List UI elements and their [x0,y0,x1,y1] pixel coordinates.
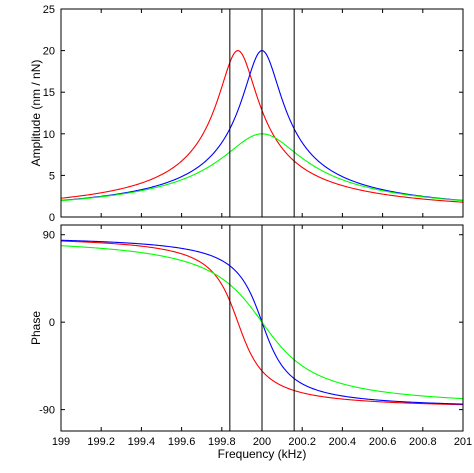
amplitude-ytick-label: 20 [43,46,55,58]
phase-xtick-label: 199.4 [128,436,156,448]
amplitude-ytick-label: 25 [43,4,55,16]
phase-ytick-label: 0 [49,317,55,329]
phase-xtick-label: 200.4 [329,436,357,448]
phase-xlabel: Frequency (kHz) [218,447,307,461]
amplitude-ytick-label: 15 [43,87,55,99]
amplitude-panel: 0 5 10 15 20 25 Amplitude (nm / nN) [29,4,464,224]
phase-xtick-label: 201 [454,436,472,448]
phase-ytick-label: -90 [39,405,55,417]
phase-xtick-label: 200.2 [288,436,316,448]
phase-xtick-label: 200 [253,436,271,448]
amplitude-ytick-label: 10 [43,129,55,141]
phase-xtick-label: 200.6 [369,436,397,448]
amplitude-ytick-label: 5 [49,170,55,182]
phase-xtick-label: 199.8 [208,436,236,448]
amplitude-ylabel: Amplitude (nm / nN) [29,60,43,167]
amplitude-ytick-label: 0 [49,212,55,224]
phase-panel: 90 0 -90 199 199.2 199.4 199.6 199.8 200 200.2 200… [29,224,472,461]
phase-ytick-label: 90 [43,230,55,242]
phase-ylabel: Phase [29,311,43,345]
phase-xtick-label: 199.2 [87,436,115,448]
phase-xtick-label: 199 [52,436,70,448]
phase-xtick-label: 199.6 [168,436,196,448]
phase-xtick-label: 200.8 [409,436,437,448]
